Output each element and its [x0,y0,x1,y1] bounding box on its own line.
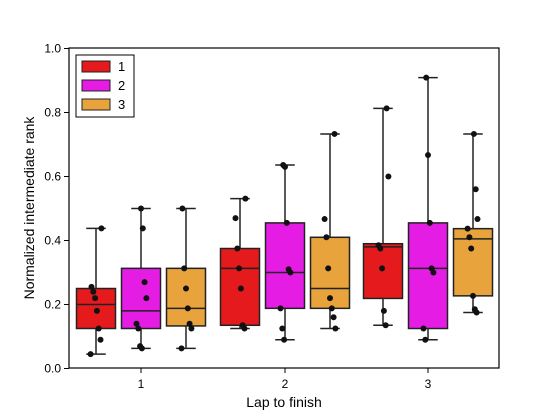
box-3-cat-2 [309,130,351,332]
x-tick-label: 1 [138,377,145,391]
legend-swatch [81,79,111,92]
data-point [141,279,148,286]
box-3-cat-3 [452,130,494,316]
data-point [279,325,286,332]
data-point [98,225,105,232]
plot-frame [68,47,500,369]
data-point [137,343,144,350]
data-point [323,234,330,241]
data-point [135,325,142,332]
data-point [138,205,144,212]
x-axis: 1 2 3 [138,368,432,391]
data-point [327,295,333,302]
data-point [239,322,246,329]
y-axis: 0.0 0.2 0.4 0.6 0.8 1.0 [44,42,69,376]
data-point [133,320,140,327]
data-point [242,195,249,202]
box-3-cat-1 [165,205,207,352]
legend-label: 3 [118,97,125,112]
data-point [383,105,390,112]
data-point [425,152,431,159]
y-tick-label: 1.0 [44,42,61,56]
data-point [281,336,288,343]
data-point [470,292,476,299]
data-point [143,295,150,302]
data-point [92,295,99,302]
data-point [95,325,102,332]
data-point [382,322,389,329]
data-point [470,130,477,137]
data-point [90,288,97,295]
data-point [186,320,193,327]
legend-label: 1 [118,59,125,74]
data-point [379,265,386,272]
data-point [332,325,339,332]
data-point [331,130,338,137]
box-iqr [165,267,207,327]
data-point [183,285,189,292]
legend-label: 2 [118,78,125,93]
data-point [285,266,292,273]
legend-swatch [81,60,111,73]
box-2-cat-2 [264,161,306,343]
data-point [330,314,337,321]
box-iqr [120,267,162,330]
data-point [188,325,195,332]
data-point [426,219,433,226]
data-point [423,74,430,81]
data-point [428,265,435,272]
data-point [471,306,478,313]
data-point [184,305,191,312]
data-point [321,216,328,223]
data-point [280,161,287,168]
data-point [277,305,284,312]
y-axis-title: Normalized intermediate rank [21,116,37,300]
data-point [468,245,475,252]
y-tick-label: 0.8 [44,106,61,120]
box-1-cat-2 [219,195,261,332]
box-1-cat-1 [75,225,117,358]
data-point [466,234,473,241]
y-tick-label: 0.0 [44,362,61,376]
data-point [87,351,94,358]
x-axis-title: Lap to finish [246,394,322,410]
data-point [375,242,382,249]
data-point [234,245,241,252]
data-point [472,186,479,193]
y-tick-label: 0.6 [44,170,61,184]
data-point [179,205,186,212]
data-point [380,307,387,314]
data-point [474,216,481,223]
data-point [232,215,239,222]
data-point [97,336,104,343]
plot-area [75,74,494,358]
data-point [88,283,95,290]
data-point [93,307,100,314]
x-tick-label: 2 [282,377,289,391]
data-point [178,345,185,352]
box-iqr [452,227,494,297]
x-tick-label: 3 [425,377,432,391]
data-point [420,325,427,332]
data-point [328,305,335,312]
data-point [283,219,290,226]
box-iqr [264,222,306,310]
box-2-cat-3 [407,74,449,343]
data-point [236,265,243,272]
data-point [237,285,244,292]
box-2-cat-1 [120,205,162,352]
box-iqr [407,222,449,330]
data-point [139,225,146,232]
legend-swatch [81,98,111,111]
y-tick-label: 0.2 [44,298,61,312]
legend: 1 2 3 [75,54,135,118]
data-point [464,225,471,232]
data-point [325,265,332,272]
data-point [422,336,429,343]
data-point [181,265,188,272]
box-1-cat-3 [362,105,404,329]
y-tick-label: 0.4 [44,234,61,248]
data-point [385,173,392,180]
